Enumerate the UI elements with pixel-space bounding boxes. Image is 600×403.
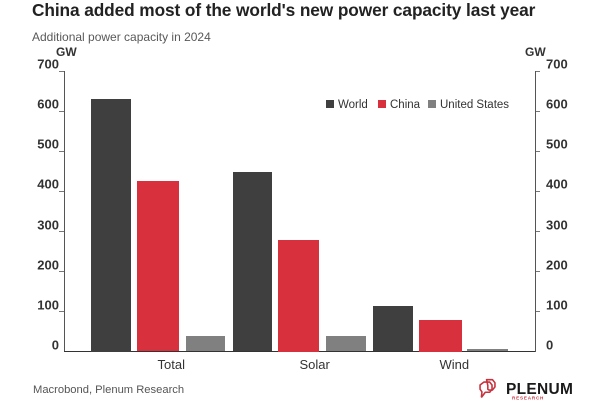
svg-text:RESEARCH: RESEARCH: [512, 395, 544, 400]
